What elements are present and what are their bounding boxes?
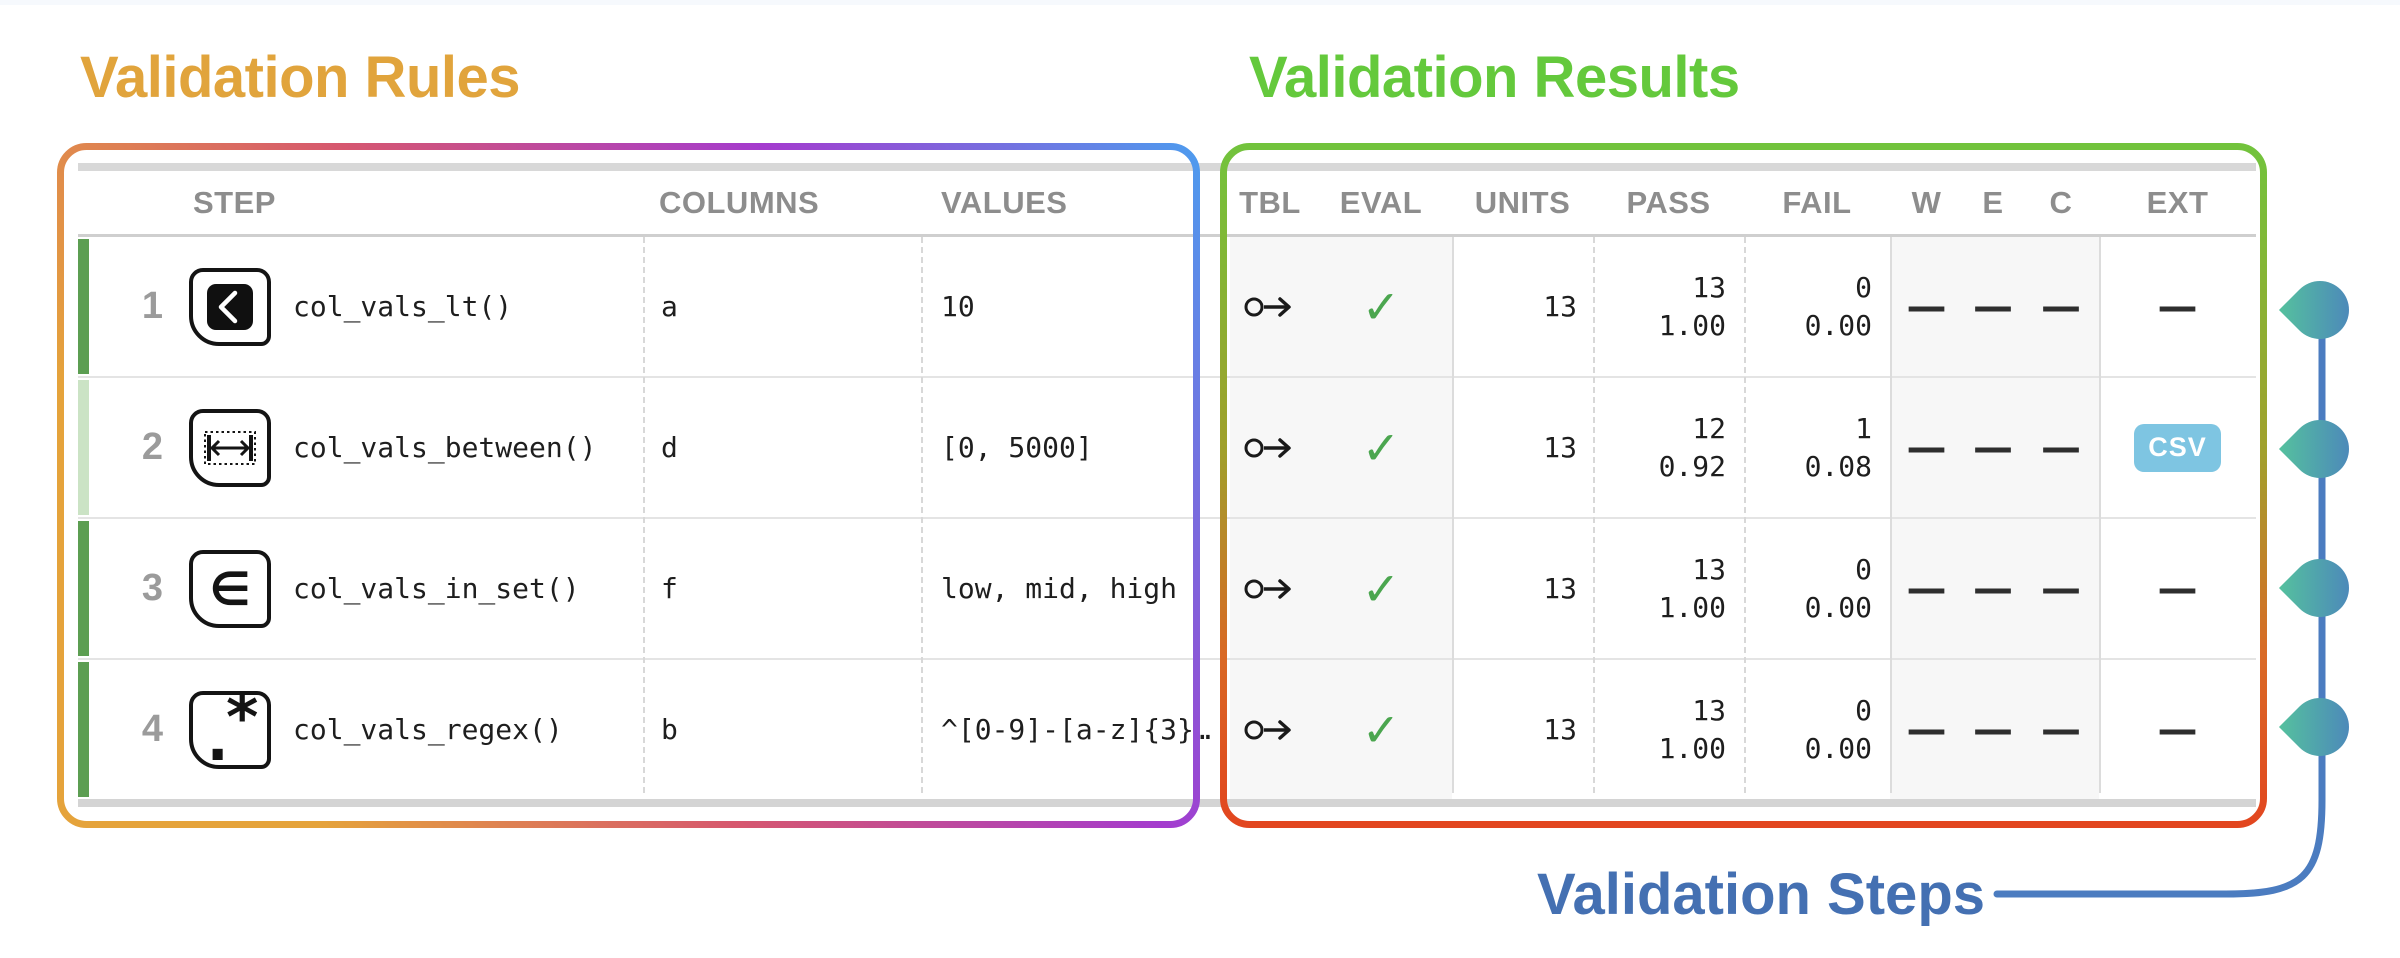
header-eval: EVAL xyxy=(1339,184,1423,220)
error-dash: — xyxy=(1973,565,2013,612)
header-e: E xyxy=(1982,184,2004,220)
extract-dash: — xyxy=(2157,706,2198,753)
columns-value: d xyxy=(661,431,678,464)
error-dash: — xyxy=(1973,424,2013,471)
header-step: STEP xyxy=(193,184,276,220)
fail-value: 0 0.00 xyxy=(1804,693,1872,765)
less-than-icon xyxy=(189,267,271,346)
column-separator xyxy=(2099,237,2101,793)
critical-dash: — xyxy=(2041,706,2081,753)
pass-value: 13 1.00 xyxy=(1658,270,1726,342)
eval-check-icon: ✓ xyxy=(1361,420,1401,475)
column-separator xyxy=(1593,237,1595,793)
warning-dash: — xyxy=(1906,424,1947,471)
units-value: 13 xyxy=(1543,290,1577,323)
columns-value: a xyxy=(661,290,678,323)
columns-value: b xyxy=(661,713,678,746)
step-function-name: col_vals_regex() xyxy=(293,713,563,746)
table-bottom-border xyxy=(78,799,2256,807)
validation-results-title: Validation Results xyxy=(1249,45,1740,110)
column-separator xyxy=(1890,237,1892,793)
regex-dot-glyph: . xyxy=(199,701,237,775)
eval-check-icon: ✓ xyxy=(1361,279,1401,334)
csv-extract-button[interactable]: CSV xyxy=(2134,423,2221,472)
values-value: [0, 5000] xyxy=(941,431,1093,464)
table-arrow-icon xyxy=(1230,519,1310,658)
step-number: 3 xyxy=(141,567,163,609)
step-marker-droplet xyxy=(2278,407,2362,491)
extract-dash: — xyxy=(2157,565,2198,612)
in-set-icon: ∈ xyxy=(189,549,271,628)
error-dash: — xyxy=(1973,706,2013,753)
column-separator xyxy=(921,237,923,793)
header-ext: EXT xyxy=(2146,184,2209,220)
critical-dash: — xyxy=(2041,424,2081,471)
header-c: C xyxy=(2049,184,2073,220)
pass-value: 13 1.00 xyxy=(1658,552,1726,624)
step-function-name: col_vals_in_set() xyxy=(293,572,580,605)
table-top-border xyxy=(78,163,2256,171)
table-row: 4 * . col_vals_regex() b ^[0-9]-[a-z]{3}… xyxy=(78,658,2256,799)
table-arrow-icon xyxy=(1230,660,1310,799)
header-pass: PASS xyxy=(1626,184,1711,220)
table-header-row: STEP COLUMNS VALUES TBL EVAL UNITS PASS … xyxy=(78,171,2256,237)
step-function-name: col_vals_lt() xyxy=(293,290,513,323)
eval-check-icon: ✓ xyxy=(1361,561,1401,616)
units-value: 13 xyxy=(1543,572,1577,605)
values-value: low, mid, high xyxy=(941,572,1178,605)
between-icon xyxy=(189,408,271,487)
header-tbl: TBL xyxy=(1239,184,1301,220)
column-separator xyxy=(643,237,645,793)
critical-dash: — xyxy=(2041,565,2081,612)
warning-dash: — xyxy=(1906,565,1947,612)
fail-value: 0 0.00 xyxy=(1804,552,1872,624)
row-status-bar xyxy=(78,521,89,656)
regex-icon: * . xyxy=(189,681,271,775)
table-arrow-icon xyxy=(1230,237,1310,376)
table-body: 1 col_vals_lt() a 10 ✓ 13 13 1.00 0 0.00 —… xyxy=(78,237,2256,799)
fail-value: 0 0.00 xyxy=(1804,270,1872,342)
pass-value: 12 0.92 xyxy=(1658,411,1726,483)
header-w: W xyxy=(1911,184,1942,220)
critical-dash: — xyxy=(2041,283,2081,330)
extract-dash: — xyxy=(2157,283,2198,330)
column-separator xyxy=(1744,237,1746,793)
row-status-bar xyxy=(78,239,89,374)
element-of-glyph: ∈ xyxy=(209,561,251,616)
validation-rules-title: Validation Rules xyxy=(80,45,521,110)
warning-dash: — xyxy=(1906,283,1947,330)
units-value: 13 xyxy=(1543,713,1577,746)
step-number: 2 xyxy=(141,426,163,468)
warning-dash: — xyxy=(1906,706,1947,753)
row-status-bar xyxy=(78,662,89,797)
step-number: 1 xyxy=(141,285,163,327)
table-arrow-icon xyxy=(1230,378,1310,517)
header-values: VALUES xyxy=(941,184,1068,220)
table-row: 2 col_vals_between() d [0, 5000] ✓ 13 12… xyxy=(78,376,2256,517)
step-function-name: col_vals_between() xyxy=(293,431,597,464)
row-status-bar xyxy=(78,380,89,515)
table-row: 3 ∈ col_vals_in_set() f low, mid, high ✓… xyxy=(78,517,2256,658)
values-value: ^[0-9]-[a-z]{3}… xyxy=(941,713,1211,746)
eval-check-icon: ✓ xyxy=(1361,702,1401,757)
step-marker-droplet xyxy=(2278,685,2362,769)
step-number: 4 xyxy=(141,708,163,750)
header-fail: FAIL xyxy=(1782,184,1852,220)
page-top-strip xyxy=(0,0,2400,5)
column-separator xyxy=(1452,237,1454,793)
header-columns: COLUMNS xyxy=(659,184,820,220)
header-units: UNITS xyxy=(1474,184,1571,220)
columns-value: f xyxy=(661,572,678,605)
values-value: 10 xyxy=(941,290,975,323)
validation-report-table: STEP COLUMNS VALUES TBL EVAL UNITS PASS … xyxy=(78,163,2256,807)
step-marker-droplet xyxy=(2278,546,2362,630)
units-value: 13 xyxy=(1543,431,1577,464)
step-marker-droplet xyxy=(2278,268,2362,352)
validation-steps-title: Validation Steps xyxy=(1537,862,1985,927)
error-dash: — xyxy=(1973,283,2013,330)
table-row: 1 col_vals_lt() a 10 ✓ 13 13 1.00 0 0.00 —… xyxy=(78,237,2256,376)
pass-value: 13 1.00 xyxy=(1658,693,1726,765)
fail-value: 1 0.08 xyxy=(1804,411,1872,483)
